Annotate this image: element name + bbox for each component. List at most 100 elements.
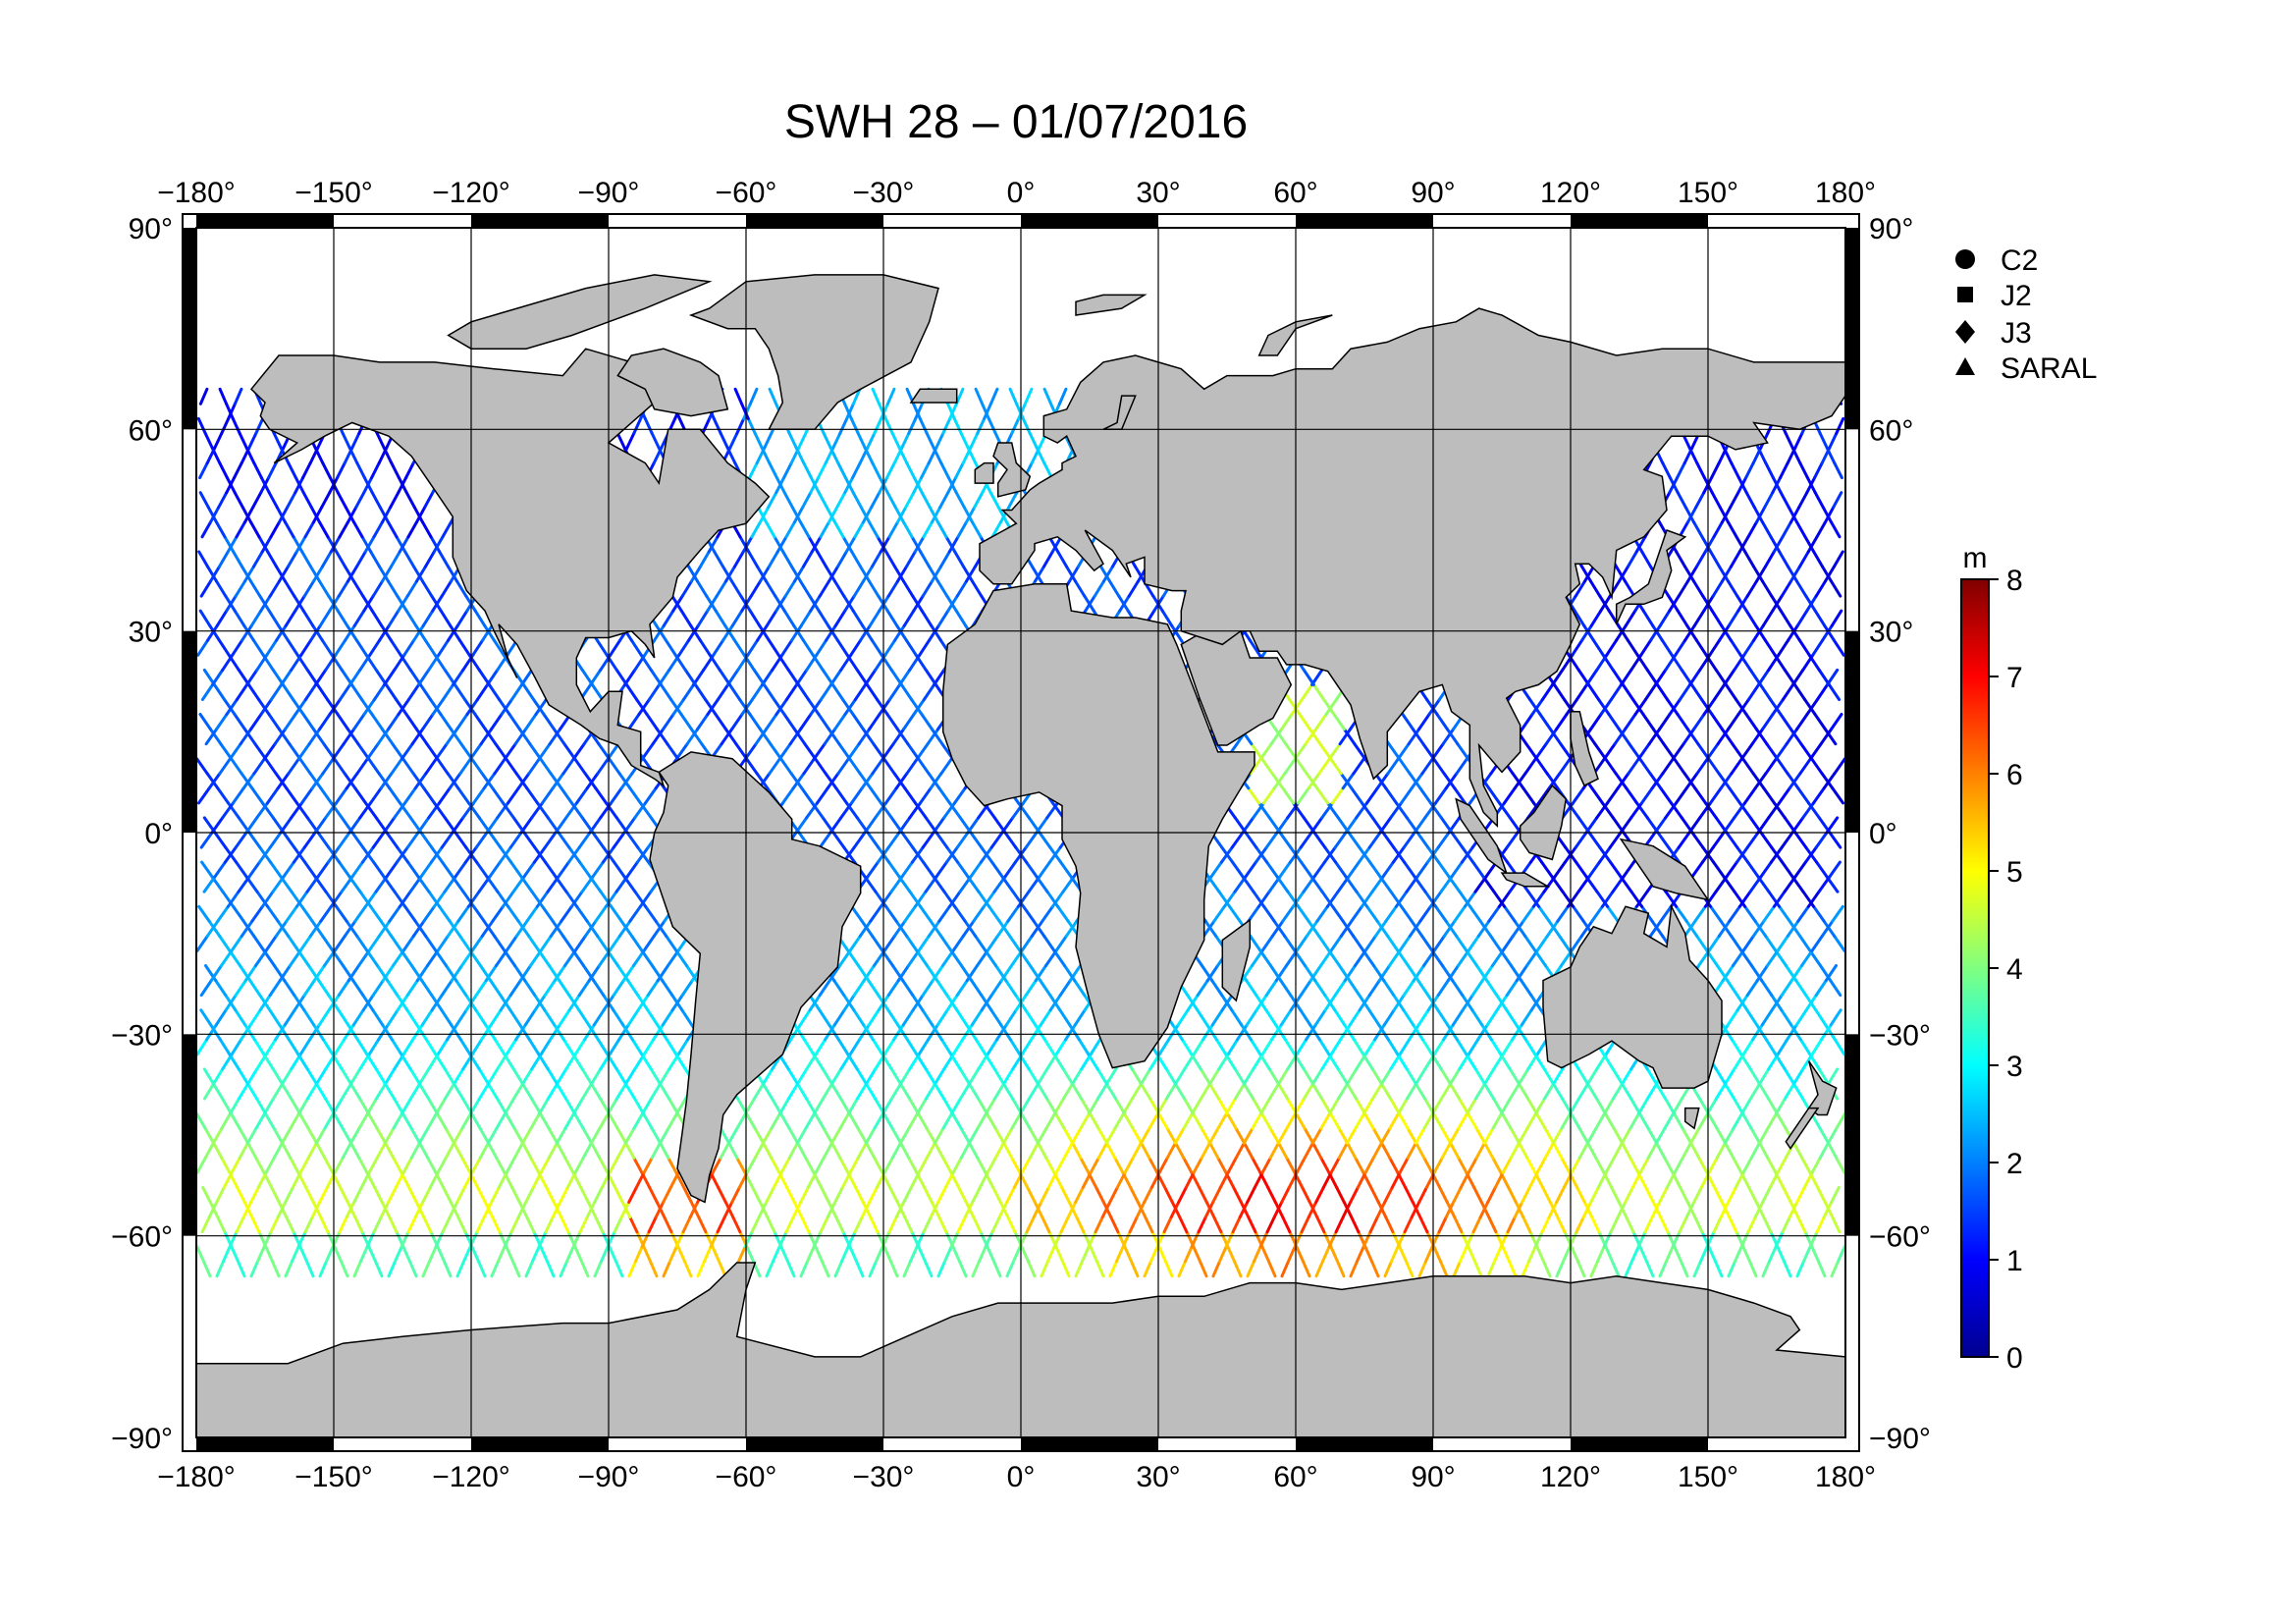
track-segment xyxy=(1353,742,1366,761)
track-segment xyxy=(245,668,259,686)
track-segment xyxy=(300,904,314,923)
track-segment xyxy=(883,416,894,435)
track-segment xyxy=(1829,979,1842,998)
track-segment xyxy=(762,1082,774,1101)
track-segment xyxy=(408,816,423,835)
track-segment xyxy=(571,949,585,967)
track-segment xyxy=(746,416,757,435)
track-segment xyxy=(606,949,619,967)
track-segment xyxy=(708,653,721,672)
track-segment xyxy=(1712,682,1727,701)
track-segment xyxy=(1372,964,1386,983)
track-segment xyxy=(215,1185,226,1204)
track-segment xyxy=(1760,979,1774,998)
track-segment xyxy=(228,1053,240,1071)
track-segment xyxy=(212,1141,224,1160)
track-segment xyxy=(369,904,383,923)
track-segment xyxy=(483,728,498,746)
track-segment xyxy=(489,1008,503,1027)
track-segment xyxy=(1174,1141,1186,1160)
track-segment xyxy=(974,387,985,406)
track-segment xyxy=(945,594,958,613)
track-segment xyxy=(274,1023,287,1042)
track-segment xyxy=(262,1053,275,1071)
track-segment xyxy=(443,1260,453,1278)
track-segment xyxy=(1423,1097,1435,1115)
track-segment xyxy=(257,698,271,716)
track-segment xyxy=(447,565,458,583)
track-segment xyxy=(1032,1200,1043,1218)
track-segment xyxy=(514,1023,527,1042)
track-segment xyxy=(446,772,460,790)
track-segment xyxy=(839,1097,851,1115)
track-segment xyxy=(1535,1245,1545,1264)
track-segment xyxy=(952,416,963,435)
track-segment xyxy=(1813,609,1827,627)
track-segment xyxy=(679,609,693,627)
track-segment xyxy=(1160,609,1174,627)
track-segment xyxy=(994,964,1008,983)
track-segment xyxy=(600,1245,610,1264)
track-segment xyxy=(1730,934,1743,952)
track-segment xyxy=(543,979,557,998)
track-segment xyxy=(218,934,232,952)
track-segment xyxy=(905,934,919,952)
track-segment xyxy=(1054,1038,1068,1056)
track-segment xyxy=(1475,964,1489,983)
track-segment xyxy=(1295,1156,1307,1174)
track-segment xyxy=(1397,1097,1409,1115)
track-segment xyxy=(1771,476,1783,495)
track-segment xyxy=(1724,682,1738,701)
track-segment xyxy=(1057,387,1068,406)
track-segment xyxy=(373,1185,384,1204)
track-segment xyxy=(1815,1216,1826,1234)
track-segment xyxy=(1830,520,1842,539)
track-segment xyxy=(1284,742,1298,761)
track-segment xyxy=(1279,1008,1293,1027)
track-segment xyxy=(414,623,427,642)
track-segment xyxy=(487,1141,499,1160)
track-segment xyxy=(521,682,536,701)
track-segment xyxy=(903,904,917,923)
track-segment xyxy=(807,698,821,716)
track-segment xyxy=(747,550,759,568)
track-segment xyxy=(1234,1126,1247,1145)
track-segment xyxy=(436,1156,448,1174)
track-segment xyxy=(791,1200,803,1218)
track-segment xyxy=(1045,1097,1057,1115)
track-segment xyxy=(544,860,558,879)
track-segment xyxy=(907,1111,920,1130)
track-segment xyxy=(1416,1008,1430,1027)
track-segment xyxy=(924,668,937,686)
track-segment xyxy=(588,875,603,893)
track-segment xyxy=(905,550,917,568)
track-segment xyxy=(871,934,884,952)
track-segment xyxy=(771,1097,782,1115)
track-segment xyxy=(335,904,348,923)
track-segment xyxy=(311,728,326,746)
track-segment xyxy=(1339,772,1354,790)
track-segment xyxy=(341,1141,352,1160)
track-segment xyxy=(1310,1126,1323,1145)
track-segment xyxy=(390,934,403,952)
track-segment xyxy=(1545,919,1560,938)
track-segment xyxy=(829,1126,842,1145)
track-segment xyxy=(1156,1097,1168,1115)
track-segment xyxy=(1692,713,1706,731)
track-segment xyxy=(417,1126,430,1145)
track-segment xyxy=(980,845,994,864)
track-segment xyxy=(1444,772,1459,790)
track-segment xyxy=(939,550,951,568)
track-segment xyxy=(1365,786,1379,805)
track-segment xyxy=(499,994,512,1012)
track-segment xyxy=(1541,1185,1552,1204)
track-segment xyxy=(905,1038,919,1056)
track-segment xyxy=(1712,520,1724,539)
track-segment xyxy=(671,698,685,716)
track-segment xyxy=(616,964,630,983)
track-segment xyxy=(799,713,813,731)
track-segment xyxy=(571,1053,584,1071)
track-segment xyxy=(1044,1111,1057,1130)
track-segment xyxy=(951,1245,961,1264)
track-segment xyxy=(653,623,666,642)
